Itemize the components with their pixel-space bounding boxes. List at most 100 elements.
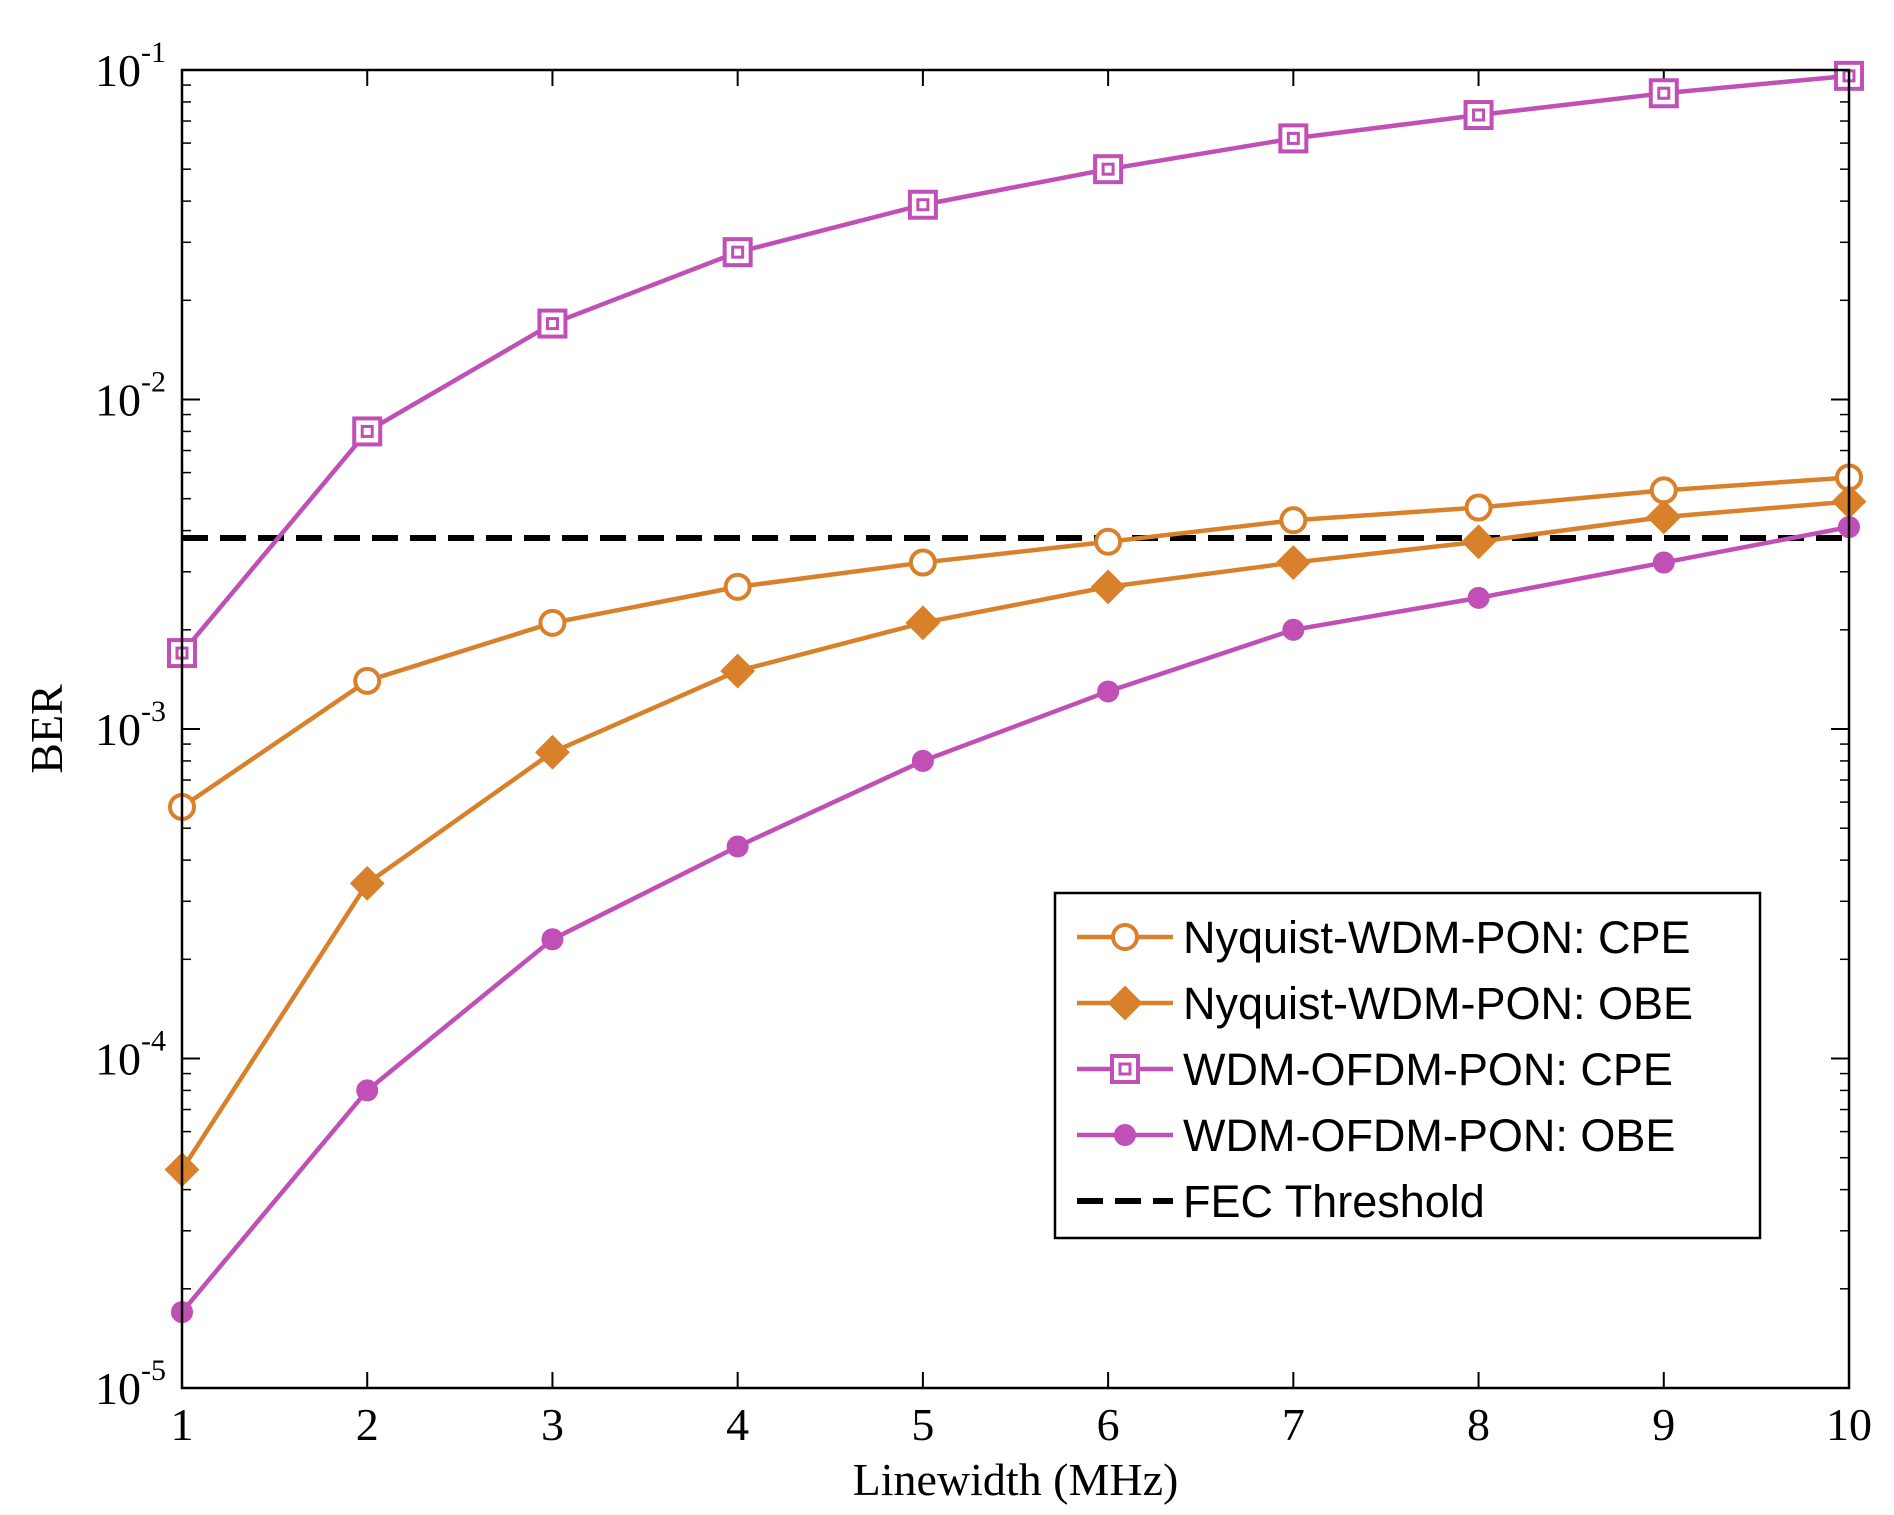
square-marker-outer	[1648, 78, 1679, 109]
data-point-diamond	[1461, 524, 1496, 560]
legend: Nyquist-WDM-PON: CPE Nyquist-WDM-PON: OBE…	[1053, 891, 1762, 1240]
x-tick-label: 9	[1652, 1399, 1675, 1450]
data-point-square	[1278, 123, 1309, 154]
legend-swatch-marker	[1110, 1054, 1140, 1084]
y-tick-label: 10-3	[95, 695, 166, 755]
data-point-square	[1463, 100, 1494, 131]
square-marker-inner	[1118, 1062, 1132, 1076]
data-point-circle	[538, 608, 567, 637]
square-marker-outer	[1278, 123, 1309, 154]
legend-entry: Nyquist-WDM-PON: CPE	[1077, 912, 1691, 963]
data-point-dot	[1097, 680, 1120, 703]
legend-entry: WDM-OFDM-PON: CPE	[1077, 1044, 1673, 1095]
square-marker-inner	[731, 245, 745, 259]
legend-label: FEC Threshold	[1183, 1176, 1485, 1227]
series-line	[180, 475, 1850, 809]
data-point-diamond	[1090, 569, 1126, 605]
legend-label: Nyquist-WDM-PON: CPE	[1183, 912, 1691, 963]
data-point-square	[1648, 78, 1679, 109]
y-tick-exponent: -5	[141, 1354, 166, 1387]
data-point-diamond	[720, 653, 756, 689]
data-point-diamond	[349, 865, 385, 901]
square-marker-inner	[1657, 86, 1671, 100]
square-marker-outer	[537, 308, 568, 339]
data-point-circle	[1464, 493, 1493, 522]
y-tick-exponent: -4	[141, 1025, 166, 1058]
legend-swatch-marker	[1111, 923, 1139, 951]
data-point-circle	[723, 572, 752, 601]
y-tick-label: 10-5	[95, 1354, 166, 1414]
square-marker-outer	[1463, 100, 1494, 131]
y-axis-label: BER	[21, 684, 72, 774]
square-marker-outer	[352, 416, 383, 447]
legend-entry: Nyquist-WDM-PON: OBE	[1077, 978, 1693, 1029]
series-2	[167, 60, 1864, 669]
legend-swatch-marker	[1107, 985, 1143, 1021]
x-tick-label: 1	[171, 1399, 194, 1450]
y-tick-label: 10-1	[95, 36, 166, 96]
x-tick-label: 7	[1282, 1399, 1305, 1450]
x-tick-label: 2	[356, 1399, 379, 1450]
data-point-square	[1093, 154, 1124, 185]
data-point-dot	[1467, 586, 1490, 609]
series-line	[180, 499, 1850, 1171]
x-tick-label: 4	[726, 1399, 749, 1450]
y-tick-exponent: -2	[141, 366, 166, 399]
y-tick-base: 10	[95, 375, 141, 426]
data-point-circle	[353, 666, 382, 695]
square-marker-inner	[360, 424, 374, 438]
data-point-circle	[1094, 527, 1123, 556]
plot-frame	[180, 68, 1851, 1390]
legend-swatch-marker	[1114, 1124, 1136, 1146]
x-tick-label: 5	[911, 1399, 934, 1450]
data-point-diamond	[1275, 545, 1311, 580]
x-axis-label: Linewidth (MHz)	[853, 1454, 1179, 1505]
square-marker-outer	[1110, 1054, 1140, 1084]
data-point-diamond	[535, 734, 570, 770]
legend-label: Nyquist-WDM-PON: OBE	[1183, 978, 1693, 1029]
data-point-dot	[541, 928, 564, 951]
legend-entry: FEC Threshold	[1077, 1176, 1485, 1227]
series-3	[171, 516, 1860, 1324]
square-marker-outer	[1093, 154, 1124, 185]
data-point-square	[907, 189, 938, 220]
data-point-square	[537, 308, 568, 339]
series-layer	[164, 60, 1867, 1324]
y-tick-base: 10	[95, 1034, 141, 1085]
y-tick-base: 10	[95, 704, 141, 755]
data-point-circle	[908, 548, 937, 577]
y-tick-label: 10-2	[95, 366, 166, 426]
data-point-circle	[1649, 476, 1678, 505]
legend-entry: WDM-OFDM-PON: OBE	[1077, 1110, 1675, 1161]
series-line	[180, 73, 1850, 655]
y-tick-exponent: -3	[141, 695, 166, 728]
square-marker-inner	[916, 198, 930, 212]
legend-label: WDM-OFDM-PON: OBE	[1183, 1110, 1675, 1161]
data-point-diamond	[1646, 499, 1682, 535]
axis-labels: 1 2 3 4 5 6 7 8 9 1010-510-410-310-210-1Linewidth…	[21, 36, 1872, 1505]
x-tick-label: 3	[541, 1399, 564, 1450]
square-marker-outer	[907, 189, 938, 220]
data-point-square	[352, 416, 383, 447]
series-0	[168, 463, 1863, 821]
x-tick-label: 8	[1467, 1399, 1490, 1450]
square-marker-inner	[545, 317, 559, 331]
axis-ticks	[181, 69, 1850, 1389]
series-line	[180, 524, 1850, 1314]
y-tick-exponent: -1	[141, 36, 166, 69]
y-tick-base: 10	[95, 1363, 141, 1414]
y-tick-base: 10	[95, 45, 141, 96]
series-1	[164, 484, 1867, 1188]
legend-box	[1053, 891, 1762, 1240]
data-point-dot	[1652, 551, 1675, 574]
x-tick-label: 10	[1826, 1399, 1872, 1450]
data-point-dot	[726, 835, 749, 858]
data-point-dot	[1282, 618, 1305, 641]
square-marker-inner	[1286, 131, 1300, 145]
data-point-dot	[911, 749, 934, 772]
legend-label: WDM-OFDM-PON: CPE	[1183, 1044, 1673, 1095]
square-marker-inner	[1472, 108, 1486, 122]
square-marker-outer	[722, 237, 753, 268]
